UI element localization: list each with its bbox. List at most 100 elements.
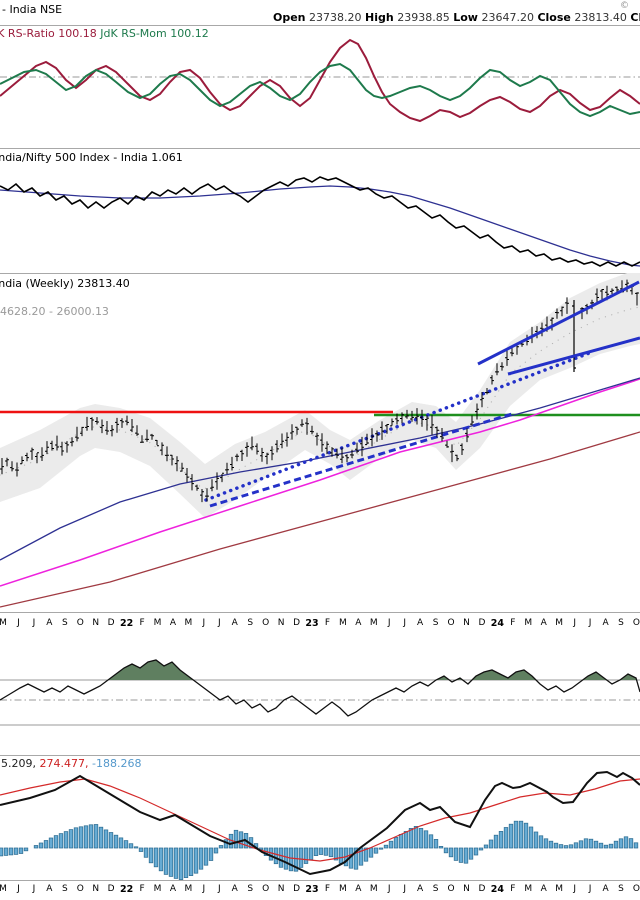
axis-month-label: N [463,884,470,894]
axis-month-label: O [632,884,640,894]
axis-month-label: N [463,618,470,628]
low-label: Low [453,11,478,24]
axis-month-label: A [417,618,424,628]
axis-month-label: M [339,884,347,894]
axis-month-label: D [478,618,486,628]
axis-month-label: F [139,884,145,894]
axis-month-label: S [247,884,254,894]
axis-month-label: O [262,618,270,628]
axis-month-label: A [355,884,362,894]
axis-month-label: J [32,884,36,894]
high-value: 23938.85 [397,11,450,24]
axis-month-label: O [447,884,455,894]
axis-month-label: A [231,618,238,628]
axis-month-label: A [46,618,53,628]
axis-month-label: J [573,618,576,628]
axis-month-label: J [403,884,407,894]
macd-value-blue: -188.268 [91,757,142,770]
axis-month-label: J [217,618,221,628]
panel-macd [0,756,640,881]
panel-price [0,273,640,613]
axis-month-label: J [32,618,36,628]
axis-month-label: O [632,618,640,628]
axis-month-label: M [0,618,7,628]
axis-month-label: F [510,884,516,894]
panel-divider [0,880,640,881]
axis-month-label: M [555,884,564,894]
rs-mom-label: JdK RS-Mom 100.12 [100,27,209,40]
axis-year-label: 24 [490,884,505,895]
axis-month-label: D [478,884,486,894]
axis-month-label: A [602,884,609,894]
x-axis-bottom: M J J A S O N D 22 F M A M J J A S O N D 23 F M A M J J A S O N D 24 F M A M… [0,884,640,900]
close-label: Close [537,11,571,24]
rrg-label: JdK RS-Ratio 100.18 JdK RS-Mom 100.12 [0,27,209,40]
axis-month-label: D [293,618,301,628]
axis-year-label: 22 [119,884,134,895]
axis-month-label: S [247,618,254,628]
x-axis-top: M J J A S O N D 22 F M A M J J A S O N D 23 F M A M J J A S O N D 24 F M A M… [0,618,640,634]
axis-month-label: M [184,884,193,894]
axis-month-label: J [387,884,391,894]
panel-divider [0,273,640,274]
axis-month-label: O [262,884,270,894]
axis-month-label: J [17,618,20,628]
band-range-label: 24628.20 - 26000.13 [0,305,109,318]
axis-month-label: S [61,618,68,628]
axis-month-label: M [339,618,347,628]
axis-month-label: A [355,618,362,628]
macd-value-black: 5.209, [1,757,36,770]
axis-month-label: D [107,884,115,894]
axis-month-label: N [277,884,285,894]
panel-relative [0,148,640,273]
axis-month-label: M [555,618,564,628]
relative-label: India/Nifty 500 Index - India 1.061 [0,151,183,164]
axis-month-label: J [17,884,20,894]
axis-month-label: O [76,884,84,894]
panel-divider [0,148,640,149]
panel-divider [0,25,640,26]
axis-month-label: O [76,618,84,628]
axis-month-label: J [387,618,391,628]
symbol-title: - India NSE [2,3,63,16]
axis-month-label: A [46,884,53,894]
close-value: 23813.40 [574,11,627,24]
axis-month-label: J [202,884,206,894]
axis-month-label: M [369,618,378,628]
axis-year-label: 22 [119,618,134,629]
axis-month-label: M [524,618,533,628]
macd-value-red: 274.477, [39,757,89,770]
panel-divider [0,755,640,756]
low-value: 23647.20 [481,11,534,24]
axis-year-label: 23 [305,884,319,895]
axis-month-label: J [217,884,221,894]
axis-month-label: A [540,884,547,894]
axis-month-label: A [417,884,424,894]
axis-month-label: S [618,884,624,894]
axis-month-label: S [61,884,68,894]
rs-ratio-label: JdK RS-Ratio 100.18 [0,27,97,40]
axis-month-label: J [403,618,407,628]
axis-month-label: A [169,618,177,628]
open-label: Open [273,11,306,24]
axis-month-label: S [432,884,439,894]
axis-month-label: J [573,884,576,894]
axis-month-label: M [153,884,162,894]
axis-month-label: F [324,884,331,894]
axis-month-label: O [447,618,455,628]
panel-divider [0,612,640,613]
axis-year-label: 24 [490,618,505,629]
axis-month-label: F [324,618,331,628]
axis-month-label: J [588,884,592,894]
axis-month-label: M [524,884,533,894]
price-label: India (Weekly) 23813.40 [0,277,130,290]
chg-label: Chg [630,11,640,24]
axis-month-label: N [92,884,100,894]
open-value: 23738.20 [309,11,362,24]
macd-values-label: 5.209, 274.477, -188.268 [1,757,141,770]
high-label: High [365,11,394,24]
quote-line: Open 23738.20 High 23938.85 Low 23647.20… [273,11,640,24]
copyright-icon: © [620,1,629,11]
panel-oscillator [0,637,640,756]
